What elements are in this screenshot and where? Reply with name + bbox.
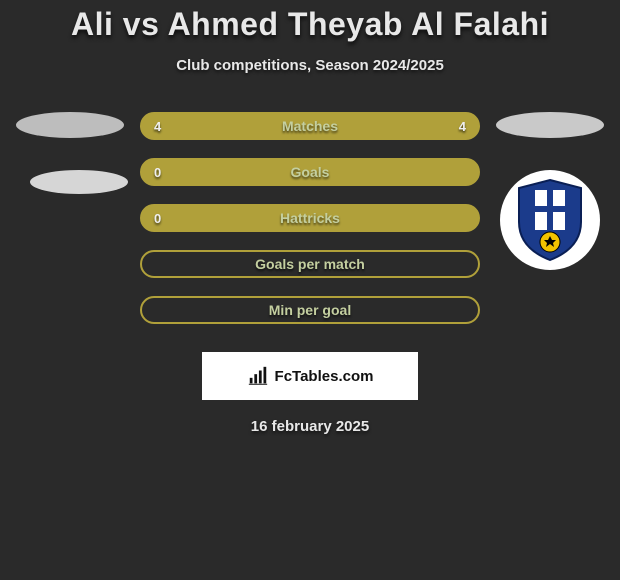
stat-left-value: 0 xyxy=(154,165,161,180)
stat-row: 4 Matches 4 xyxy=(10,112,610,140)
stat-row: Min per goal xyxy=(10,296,610,324)
stat-label: Goals xyxy=(291,164,330,180)
brand-text: FcTables.com xyxy=(275,368,374,385)
shield-icon xyxy=(515,178,585,262)
stat-bar-goals: 0 Goals xyxy=(140,158,480,186)
stat-left-value: 0 xyxy=(154,211,161,226)
stat-bar-hattricks: 0 Hattricks xyxy=(140,204,480,232)
stat-label: Matches xyxy=(282,118,338,134)
stat-label: Hattricks xyxy=(280,210,340,226)
page-title: Ali vs Ahmed Theyab Al Falahi xyxy=(71,6,549,43)
page-subtitle: Club competitions, Season 2024/2025 xyxy=(176,57,444,74)
stat-bar-matches: 4 Matches 4 xyxy=(140,112,480,140)
stat-right-value: 4 xyxy=(459,119,466,134)
date-text: 16 february 2025 xyxy=(251,418,369,435)
brand-chart-icon xyxy=(247,365,269,387)
stat-left-value: 4 xyxy=(154,119,161,134)
stat-label: Min per goal xyxy=(269,302,351,318)
brand-box: FcTables.com xyxy=(202,352,418,400)
stat-bar-min-per-goal: Min per goal xyxy=(140,296,480,324)
stat-bar-goals-per-match: Goals per match xyxy=(140,250,480,278)
stat-label: Goals per match xyxy=(255,256,365,272)
club-badge xyxy=(500,170,600,270)
